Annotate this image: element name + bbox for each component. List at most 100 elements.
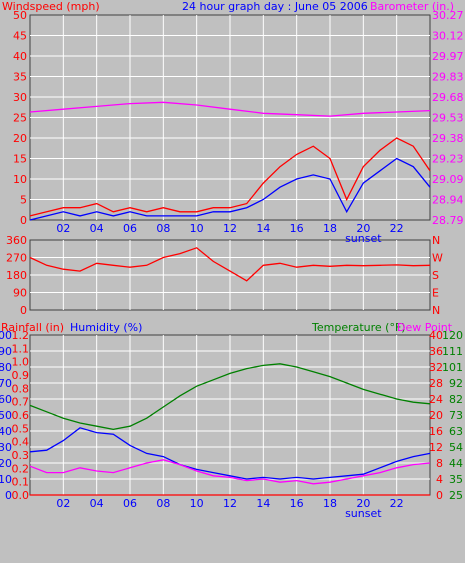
temp-c-tick-label: 24 <box>429 393 443 406</box>
temperature-title: Temperature (°F) <box>311 321 406 334</box>
direction-tick-label: 270 <box>6 252 27 265</box>
temp-f-tick-label: 25 <box>449 489 463 502</box>
barometer-tick-label: 29.38 <box>432 132 464 145</box>
series-line <box>29 247 431 282</box>
rain-tick-label: 1.2 <box>12 329 30 342</box>
temp-c-tick-label: 16 <box>429 425 443 438</box>
x-tick-label: 10 <box>190 497 204 510</box>
wind-grid <box>30 15 430 220</box>
temp-f-tick-label: 54 <box>449 441 463 454</box>
humidity-tick-label: 10 <box>0 473 12 486</box>
x-tick-label: 06 <box>123 222 137 235</box>
temp-f-tick-label: 92 <box>449 377 463 390</box>
humidity-tick-label: 60 <box>0 393 12 406</box>
x-tick-label: 02 <box>56 222 70 235</box>
temp-f-tick-label: 101 <box>442 361 463 374</box>
x-tick-label: 18 <box>323 497 337 510</box>
temp-f-tick-label: 44 <box>449 457 463 470</box>
humidity-tick-label: 30 <box>0 441 12 454</box>
sunset-marker: sunset <box>345 232 382 245</box>
rain-tick-label: 0.3 <box>12 449 30 462</box>
direction-tick-label: 0 <box>20 304 27 317</box>
x-tick-label: 18 <box>323 222 337 235</box>
temp-f-tick-label: 120 <box>442 329 463 342</box>
barometer-tick-label: 29.53 <box>432 112 464 125</box>
humidity-tick-label: 50 <box>0 409 12 422</box>
rain-tick-label: 0.1 <box>12 476 30 489</box>
temp-f-tick-label: 73 <box>449 409 463 422</box>
temp-c-tick-label: 0 <box>436 489 443 502</box>
x-tick-label: 02 <box>56 497 70 510</box>
compass-tick-label: N <box>432 234 440 247</box>
rain-tick-label: 0.9 <box>12 369 30 382</box>
barometer-tick-label: 30.12 <box>432 30 464 43</box>
humidity-tick-label: 80 <box>0 361 12 374</box>
x-tick-label: 08 <box>156 222 170 235</box>
x-tick-label: 12 <box>223 222 237 235</box>
humidity-tick-label: 70 <box>0 377 12 390</box>
temp-c-tick-label: 28 <box>429 377 443 390</box>
series-line <box>29 427 431 480</box>
wind-tick-label: 45 <box>13 30 27 43</box>
direction-series <box>29 247 431 282</box>
x-tick-label: 10 <box>190 222 204 235</box>
x-tick-label: 04 <box>90 222 104 235</box>
humidity-title: Humidity (%) <box>70 321 142 334</box>
barometer-tick-label: 30.27 <box>432 9 464 22</box>
temp-c-tick-label: 36 <box>429 345 443 358</box>
temp-f-tick-label: 82 <box>449 393 463 406</box>
x-tick-label: 14 <box>256 497 270 510</box>
rain-tick-label: 1.1 <box>12 342 30 355</box>
series-line <box>29 363 431 431</box>
rain-tick-label: 0.6 <box>12 409 30 422</box>
humidity-tick-label: 90 <box>0 345 12 358</box>
direction-grid <box>30 240 430 310</box>
direction-tick-label: 90 <box>13 287 27 300</box>
temp-f-tick-label: 111 <box>442 345 463 358</box>
wind-tick-label: 35 <box>13 71 27 84</box>
x-tick-label: 04 <box>90 497 104 510</box>
wind-tick-label: 50 <box>13 9 27 22</box>
rain-tick-label: 0.7 <box>12 396 30 409</box>
x-tick-label: 22 <box>390 222 404 235</box>
temp-c-tick-label: 32 <box>429 361 443 374</box>
wind-tick-label: 10 <box>13 173 27 186</box>
direction-tick-label: 360 <box>6 234 27 247</box>
rain-tick-label: 0.5 <box>12 422 30 435</box>
barometer-tick-label: 29.68 <box>432 91 464 104</box>
temp-f-tick-label: 35 <box>449 473 463 486</box>
x-tick-label: 16 <box>290 222 304 235</box>
humidity-tick-label: 40 <box>0 425 12 438</box>
direction-tick-label: 180 <box>6 269 27 282</box>
temp-c-tick-label: 4 <box>436 473 443 486</box>
series-line <box>29 101 431 117</box>
wind-tick-label: 25 <box>13 112 27 125</box>
series-line <box>29 137 431 217</box>
climate-series <box>29 363 431 496</box>
rain-tick-label: 0.4 <box>12 436 30 449</box>
barometer-tick-label: 29.83 <box>432 71 464 84</box>
rain-tick-label: 0.0 <box>12 489 30 502</box>
temp-c-tick-label: 12 <box>429 441 443 454</box>
graph-date-title: 24 hour graph day : June 05 2006 <box>182 0 368 13</box>
temp-f-tick-label: 63 <box>449 425 463 438</box>
humidity-tick-label: 0 <box>5 489 12 502</box>
x-tick-label: 16 <box>290 497 304 510</box>
x-tick-label: 14 <box>256 222 270 235</box>
wind-series <box>29 101 431 221</box>
dewpoint-title: Dew Point <box>397 321 453 334</box>
series-line <box>29 157 431 221</box>
wind-tick-label: 15 <box>13 153 27 166</box>
rain-tick-label: 0.2 <box>12 462 30 475</box>
x-tick-label: 20 <box>356 222 370 235</box>
x-tick-label: 06 <box>123 497 137 510</box>
temp-c-tick-label: 40 <box>429 329 443 342</box>
barometer-tick-label: 29.23 <box>432 153 464 166</box>
temp-c-tick-label: 20 <box>429 409 443 422</box>
wind-tick-label: 5 <box>20 194 27 207</box>
compass-tick-label: E <box>432 287 439 300</box>
temp-c-tick-label: 8 <box>436 457 443 470</box>
barometer-title: Barometer (in.) <box>370 0 454 13</box>
x-tick-label: 12 <box>223 497 237 510</box>
